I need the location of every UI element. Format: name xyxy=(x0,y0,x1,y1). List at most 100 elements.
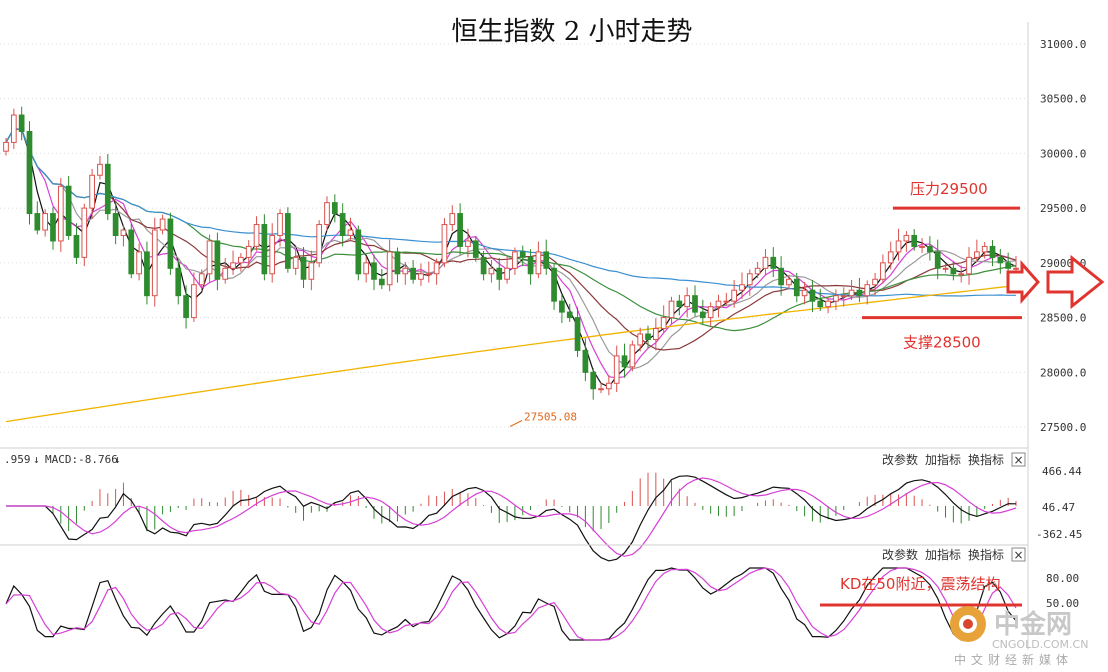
candle-body xyxy=(292,256,299,269)
candle xyxy=(81,203,88,267)
kd-tick-80: 80.00 xyxy=(1046,572,1079,585)
macd-close-icon[interactable]: × xyxy=(1013,453,1023,467)
kd-close-icon[interactable]: × xyxy=(1013,548,1023,562)
candle xyxy=(770,247,777,278)
candle xyxy=(238,252,244,272)
candle-body xyxy=(347,229,354,236)
candle-body xyxy=(966,256,972,275)
candle xyxy=(331,194,338,223)
candle xyxy=(488,259,495,283)
candle-body xyxy=(652,328,659,340)
candle xyxy=(472,236,479,262)
candle xyxy=(10,108,17,149)
candle-body xyxy=(762,256,769,269)
resistance-annotation: 压力29500 xyxy=(893,180,1020,210)
candle xyxy=(903,231,910,252)
candle-body xyxy=(269,234,276,275)
price-tick-label: 27500.0 xyxy=(1040,421,1086,434)
macd-change-params-button[interactable]: 改参数 xyxy=(882,452,918,467)
candle xyxy=(621,343,628,378)
candle xyxy=(191,272,197,322)
price-tick-label: 28500.0 xyxy=(1040,312,1086,325)
candle xyxy=(895,228,902,261)
candle xyxy=(739,272,745,299)
candle xyxy=(457,203,463,256)
candle xyxy=(684,287,691,318)
candle xyxy=(840,287,847,307)
candle xyxy=(598,382,604,394)
low-point-annotation: 27505.08 xyxy=(509,410,577,427)
candle-body xyxy=(715,300,722,308)
candle-body xyxy=(942,267,949,270)
kd-close-button[interactable]: × xyxy=(1011,547,1026,562)
candle-body xyxy=(699,311,706,319)
candle xyxy=(480,251,487,281)
candle-body xyxy=(214,240,221,280)
kd-change-params-button[interactable]: 改参数 xyxy=(882,547,918,562)
candle-body xyxy=(559,300,565,313)
candle-body xyxy=(903,234,910,242)
candle-body xyxy=(418,273,424,280)
candle-body xyxy=(198,273,205,286)
candle-body xyxy=(238,256,244,264)
candle-body xyxy=(136,251,142,275)
candle-body xyxy=(433,262,440,275)
candle xyxy=(26,121,33,225)
candle-body xyxy=(723,300,730,303)
candle-body xyxy=(3,141,9,152)
candle xyxy=(410,259,416,284)
candle xyxy=(269,223,276,283)
candle xyxy=(950,261,957,281)
candle xyxy=(793,272,800,303)
candle xyxy=(590,367,597,400)
macd-tick-bottom: -362.45 xyxy=(1036,528,1082,541)
candle-body xyxy=(950,267,957,275)
macd-add-indicator-button[interactable]: 加指标 xyxy=(925,452,961,467)
candle xyxy=(629,340,636,372)
candle xyxy=(606,374,612,396)
macd-prev-value: .959 xyxy=(4,453,31,466)
candle xyxy=(746,269,753,296)
candle-body xyxy=(880,262,886,280)
candle xyxy=(363,256,370,283)
candle xyxy=(112,201,119,245)
candle xyxy=(496,258,503,291)
candle-body xyxy=(222,267,229,280)
watermark-sub: 中文财经新媒体 xyxy=(954,652,1073,667)
candle-body xyxy=(65,185,72,236)
candle xyxy=(128,223,135,279)
candle xyxy=(433,258,440,285)
candle xyxy=(198,269,205,292)
candle-body xyxy=(864,284,871,297)
candle-body xyxy=(887,251,894,264)
macd-close-button[interactable]: × xyxy=(1011,452,1026,467)
candle xyxy=(378,268,385,290)
candle xyxy=(73,223,80,264)
candle xyxy=(285,207,291,273)
candle xyxy=(324,196,330,232)
candle xyxy=(833,289,839,310)
candle-body xyxy=(339,213,346,236)
kd-add-indicator-button[interactable]: 加指标 xyxy=(925,547,961,562)
candle-body xyxy=(660,317,667,330)
candle xyxy=(692,285,698,317)
low-point-label: 27505.08 xyxy=(524,410,577,423)
cngold-watermark-logo: 中金网 CNGOLD.COM.CN 中文财经新媒体 xyxy=(950,606,1088,667)
macd-switch-indicator-button[interactable]: 换指标 xyxy=(968,452,1004,467)
candle xyxy=(856,277,863,303)
candle xyxy=(715,294,722,318)
forecast-arrow-solid-icon xyxy=(1006,260,1041,304)
candle xyxy=(347,217,354,240)
candle-body xyxy=(34,213,41,231)
candle-body xyxy=(1005,262,1012,269)
macd-value-label: MACD:-8.766 xyxy=(45,453,118,466)
kd-switch-indicator-button[interactable]: 换指标 xyxy=(968,547,1004,562)
candle-body xyxy=(230,262,236,269)
candle-body xyxy=(793,278,800,297)
candle xyxy=(778,256,784,296)
candle xyxy=(97,155,103,180)
candle-body xyxy=(42,213,48,231)
candle-body xyxy=(606,382,612,390)
candle xyxy=(261,214,268,281)
